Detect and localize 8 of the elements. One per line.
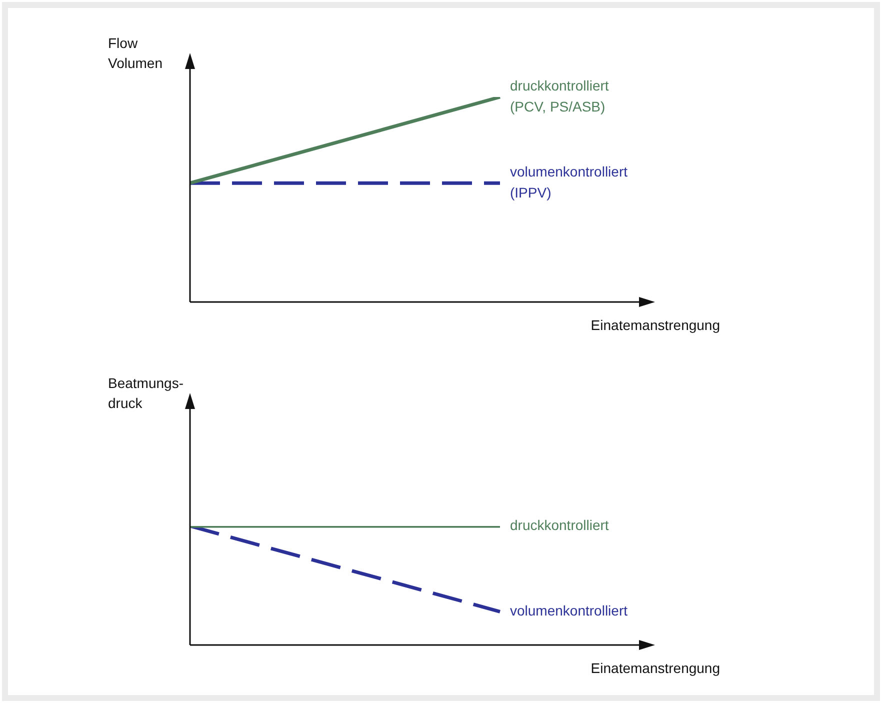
x-axis-title: Einatemanstrengung [590,317,720,333]
y-axis-title: Flow Volumen [108,35,162,71]
y-axis-title: Beatmungs- druck [108,375,184,411]
series-label: volumenkontrolliert [510,602,628,619]
series-label: volumenkontrolliert (IPPV) [510,163,628,200]
series-label: druckkontrolliert [510,516,609,533]
x-axis-title: Einatemanstrengung [590,660,720,676]
series-label: druckkontrolliert (PCV, PS/ASB) [510,77,609,114]
